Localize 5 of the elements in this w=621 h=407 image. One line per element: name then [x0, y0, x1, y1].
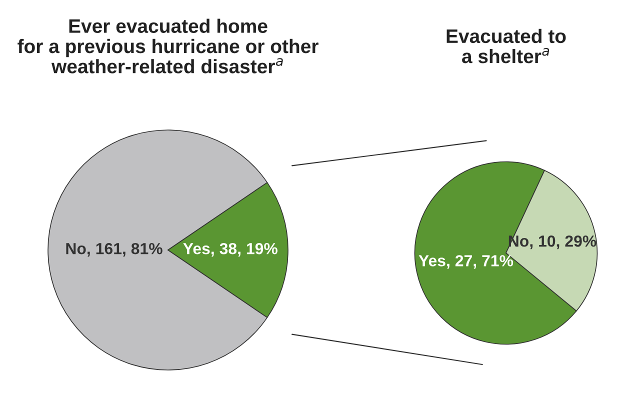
- chart-title: Ever evacuated home for a previous hurricane or other weather-related disaster$^{a}$: [18, 18, 318, 74]
- slice-label: No, 161, 81%: [66, 242, 162, 257]
- slice-label: Yes, 27, 71%: [418, 255, 514, 269]
- chart-title: Evacuated to a shelter$^{a}$: [446, 28, 566, 64]
- slice-label: Yes, 38, 19%: [183, 242, 278, 257]
